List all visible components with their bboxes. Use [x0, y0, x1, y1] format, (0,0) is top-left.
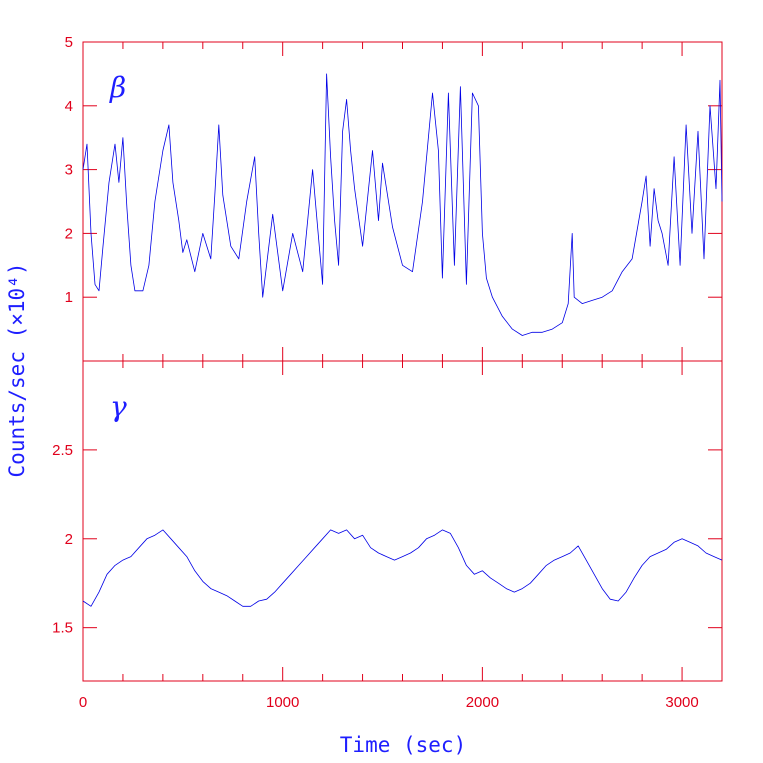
plot-frame — [82, 360, 723, 682]
plot-frame — [82, 41, 723, 362]
y-tick-label: 2.5 — [52, 442, 73, 459]
x-tick-label: 3000 — [665, 694, 698, 711]
x-tick-label: 0 — [79, 694, 87, 711]
y-tick-label: 5 — [65, 34, 73, 51]
y-tick-label: 3 — [65, 162, 73, 179]
x-axis-title: Time (sec) — [340, 733, 466, 757]
gamma-panel: 1.5 2 2.5 γ — [52, 360, 723, 682]
y-tick-label: 2 — [65, 531, 73, 548]
y-tick-label: 1 — [65, 289, 73, 306]
x-tick-label: 2000 — [466, 694, 499, 711]
panel-label: β — [109, 71, 126, 104]
series-line — [82, 73, 723, 336]
y-axis-title: Counts/sec (×10⁴) — [5, 263, 29, 478]
panel-label: γ — [110, 390, 127, 423]
y-tick-label: 4 — [65, 98, 73, 115]
x-tick-label: 1000 — [266, 694, 299, 711]
y-tick-label: 1.5 — [52, 620, 73, 637]
beta-panel: 1 2 3 4 5 β — [65, 34, 723, 362]
x-axis: 0 1000 2000 3000 — [79, 694, 699, 711]
series-line — [82, 529, 723, 607]
y-tick-label: 2 — [65, 225, 73, 242]
